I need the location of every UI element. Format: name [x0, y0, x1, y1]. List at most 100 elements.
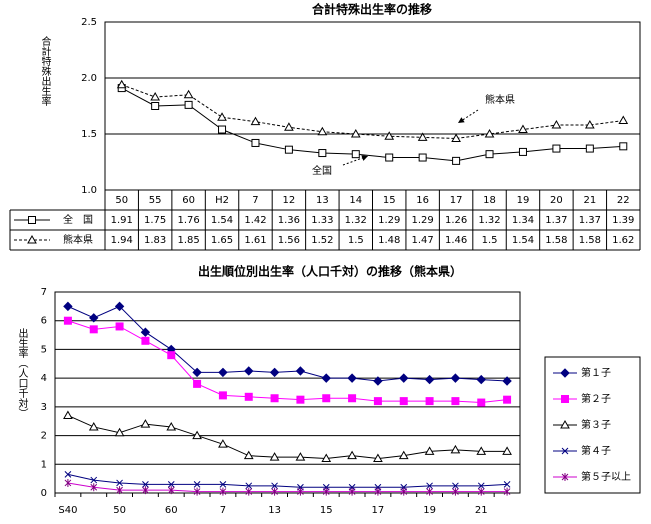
- x-tick-label: 21: [583, 195, 596, 206]
- x-tick-label: 50: [115, 195, 128, 206]
- x-tick-label: 50: [113, 505, 126, 516]
- marker: [167, 481, 175, 488]
- marker: [322, 394, 331, 403]
- table-cell: 1.56: [278, 235, 300, 246]
- legend-label: 第３子: [581, 418, 611, 431]
- marker: [560, 368, 570, 378]
- annotation: 全国: [312, 164, 332, 177]
- y-tick-label: 6: [41, 316, 47, 327]
- marker: [244, 392, 253, 401]
- marker: [114, 427, 125, 437]
- marker: [245, 487, 253, 496]
- marker: [116, 486, 123, 495]
- marker: [193, 379, 202, 388]
- x-tick-label: 7: [220, 505, 226, 516]
- y-tick-label: 2.5: [81, 17, 97, 28]
- marker: [502, 446, 512, 455]
- table-cell: 1.91: [111, 215, 133, 226]
- table-cell: 1.85: [177, 235, 199, 246]
- marker: [350, 128, 361, 138]
- marker: [373, 376, 383, 386]
- x-tick-label: 17: [450, 195, 463, 206]
- marker: [150, 92, 161, 101]
- marker: [27, 234, 37, 244]
- marker: [618, 115, 629, 125]
- series-line: [67, 320, 508, 404]
- x-tick-label: 18: [483, 195, 496, 206]
- marker: [317, 126, 328, 136]
- marker: [450, 444, 461, 454]
- table-cell: 1.37: [579, 215, 601, 226]
- marker: [245, 482, 253, 490]
- marker: [385, 153, 394, 162]
- x-tick-label: 13: [316, 195, 329, 206]
- marker: [561, 473, 569, 481]
- table-cell: 1.5: [482, 235, 498, 246]
- marker: [28, 216, 36, 224]
- x-tick-label: 20: [550, 195, 563, 206]
- table-cell: 1.48: [378, 235, 400, 246]
- marker: [426, 482, 433, 490]
- table-cell: 1.83: [144, 235, 166, 246]
- series-line: [67, 473, 508, 488]
- marker: [484, 128, 495, 138]
- table-cell: 1.75: [144, 215, 166, 226]
- series-line: [67, 415, 508, 460]
- marker: [321, 373, 331, 383]
- marker: [271, 482, 278, 490]
- table-cell: 1.32: [345, 215, 367, 226]
- table-cell: 1.36: [278, 215, 300, 226]
- marker: [477, 398, 486, 407]
- x-tick-label: 15: [383, 195, 396, 206]
- table-cell: 1.42: [244, 215, 266, 226]
- x-tick-label: H2: [215, 195, 229, 206]
- marker: [318, 149, 327, 158]
- x-tick-label: 15: [320, 505, 333, 516]
- marker: [116, 79, 127, 89]
- table-cell: 1.54: [512, 235, 534, 246]
- x-tick-label: 19: [423, 505, 436, 516]
- marker: [518, 147, 527, 156]
- x-tick-label: 60: [165, 505, 178, 516]
- marker: [348, 487, 356, 496]
- marker: [417, 132, 428, 141]
- x-tick-label: 7: [252, 195, 258, 206]
- marker: [347, 373, 357, 383]
- table-cell: 1.65: [211, 235, 233, 246]
- marker: [115, 322, 124, 331]
- annotation-arrowhead: [458, 117, 465, 123]
- table-cell: 1.37: [545, 215, 567, 226]
- marker: [424, 446, 435, 455]
- x-tick-label: 19: [517, 195, 530, 206]
- marker: [192, 367, 202, 378]
- x-tick-label: 12: [283, 195, 296, 206]
- x-tick-label: 21: [475, 505, 488, 516]
- marker: [141, 336, 150, 345]
- marker: [518, 124, 528, 134]
- marker: [295, 366, 306, 376]
- marker: [321, 453, 332, 463]
- marker: [140, 419, 151, 428]
- marker: [552, 144, 561, 153]
- x-tick-label: 16: [416, 195, 429, 206]
- marker: [451, 397, 460, 406]
- marker: [424, 374, 435, 385]
- marker: [297, 487, 304, 496]
- marker: [270, 394, 279, 403]
- y-tick-label: 1: [41, 459, 47, 470]
- marker: [219, 487, 227, 496]
- marker: [250, 116, 261, 126]
- series-line: [121, 84, 624, 139]
- marker: [219, 481, 227, 488]
- marker: [142, 486, 149, 495]
- marker: [551, 120, 562, 129]
- marker: [399, 397, 408, 406]
- marker: [400, 487, 408, 496]
- table-cell: 1.58: [545, 235, 567, 246]
- chart-title: 出生順位別出生率（人口千対）の推移（熊本県）: [198, 264, 462, 279]
- marker: [585, 144, 594, 153]
- marker: [373, 397, 382, 406]
- marker: [373, 453, 383, 463]
- marker: [269, 452, 280, 461]
- y-tick-label: 1.5: [81, 129, 97, 140]
